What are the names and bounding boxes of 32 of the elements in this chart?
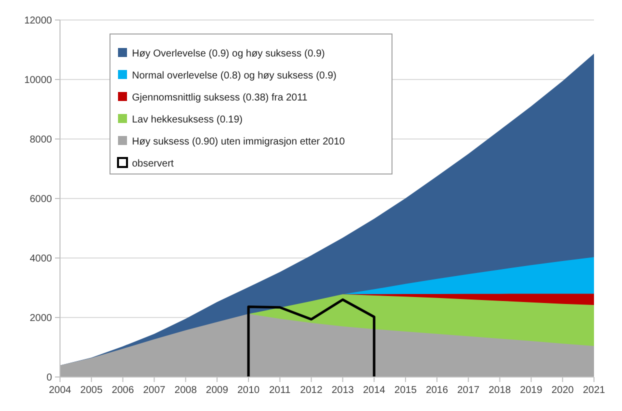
legend-label: observert [132,158,174,170]
x-tick-label: 2006 [112,385,134,396]
x-tick-label: 2011 [269,385,292,396]
y-tick-label: 8000 [30,134,52,146]
x-tick-label: 2010 [237,385,260,396]
x-tick-label: 2015 [394,385,418,396]
y-tick-label: 4000 [30,254,52,264]
x-tick-label: 2016 [426,385,448,396]
legend-label: Høy suksess (0.90) uten immigrasjon etter 2010 [132,136,346,148]
legend-label: Lav hekkesuksess (0.19) [132,114,243,126]
y-tick-label: 10000 [24,75,52,86]
legend-label: Normal overlevelse (0.8) og høy suksess (0.9) [132,70,337,82]
line-series [247,298,376,378]
x-tick-label: 2007 [143,385,166,396]
x-tick-label: 2009 [206,385,229,396]
legend-label: Gjennomsnittlig suksess (0.38) fra 2011 [132,92,308,104]
y-tick-label: 12000 [24,16,52,26]
x-tick-label: 2019 [520,385,543,396]
x-tick-label: 2014 [362,385,386,396]
y-tick-label: 0 [46,372,52,384]
legend-label: Høy Overlevelse (0.9) og høy suksess (0.9) [132,48,325,60]
x-tick-label: 2008 [174,385,198,396]
x-tick-label: 2005 [80,385,103,396]
x-tick-label: 2017 [457,385,480,396]
x-tick-label: 2018 [488,385,512,396]
x-tick-label: 2020 [551,385,574,396]
y-tick-label: 2000 [30,313,52,324]
x-tick-label: 2004 [48,385,72,396]
x-tick-label: 2013 [332,385,354,396]
y-tick-label: 6000 [30,194,52,205]
x-tick-label: 2012 [300,385,323,396]
x-tick-label: 2021 [582,385,606,396]
